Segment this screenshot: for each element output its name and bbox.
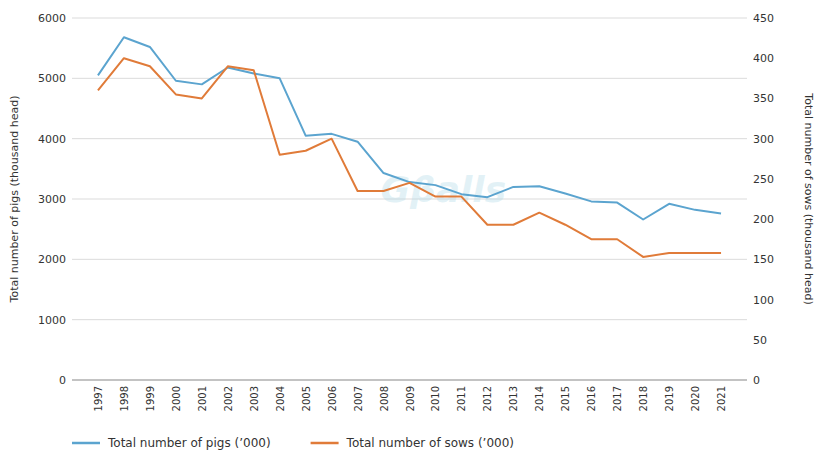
x-tick-label: 2006 — [327, 386, 338, 411]
series-line — [98, 58, 721, 257]
legend-swatch — [72, 442, 100, 445]
x-tick-label: 2020 — [690, 386, 701, 411]
grid-line — [72, 18, 747, 19]
x-tick-label: 2018 — [638, 386, 649, 411]
legend-label: Total number of sows (’000) — [346, 436, 514, 450]
y2-tick-label: 250 — [753, 173, 774, 186]
x-axis-line — [72, 380, 747, 381]
x-tick-label: 2014 — [534, 386, 545, 411]
background — [0, 0, 819, 461]
y2-tick-label: 400 — [753, 52, 774, 65]
legend: Total number of pigs (’000) Total number … — [72, 436, 514, 450]
x-tick-label: 2007 — [353, 386, 364, 411]
grid-line — [72, 380, 747, 381]
x-tick-label: 1999 — [145, 386, 156, 411]
y2-tick-label: 350 — [753, 92, 774, 105]
y-tick-label: 3000 — [38, 193, 66, 206]
watermark: Gβalls — [380, 169, 506, 210]
y2-tick-label: 50 — [753, 334, 767, 347]
y-tick-label: 4000 — [38, 133, 66, 146]
y2-tick-label: 300 — [753, 133, 774, 146]
plot-area — [98, 37, 721, 257]
y-tick-label: 6000 — [38, 12, 66, 25]
x-tick-label: 2011 — [456, 386, 467, 411]
x-tick-label: 2015 — [560, 386, 571, 411]
x-tick-label: 2002 — [223, 386, 234, 411]
x-tick-label: 2019 — [664, 386, 675, 411]
y2-axis-label: Total number of sows (thousand head) — [802, 92, 815, 304]
x-tick-label: 2021 — [716, 386, 727, 411]
y2-tick-label: 200 — [753, 213, 774, 226]
x-tick-label: 2001 — [197, 386, 208, 411]
grid-line — [72, 319, 747, 320]
y2-tick-label: 450 — [753, 12, 774, 25]
y-tick-label: 5000 — [38, 72, 66, 85]
y-tick-label: 0 — [59, 374, 66, 387]
x-tick-label: 2008 — [379, 386, 390, 411]
grid-line — [72, 138, 747, 139]
y2-tick-label: 150 — [753, 253, 774, 266]
x-tick-label: 2004 — [275, 386, 286, 411]
x-tick-label: 2000 — [171, 386, 182, 411]
legend-label: Total number of pigs (’000) — [107, 436, 271, 450]
y-axis-label: Total number of pigs (thousand head) — [8, 96, 21, 304]
chart: 0 1000 2000 3000 4000 5000 6000 0 50 100 150 200 250… — [0, 0, 819, 461]
x-tick-label: 2016 — [586, 386, 597, 411]
x-tick-label: 2003 — [249, 386, 260, 411]
x-tick-label: 2013 — [508, 386, 519, 411]
y-tick-label: 2000 — [38, 253, 66, 266]
x-tick-label: 1998 — [119, 386, 130, 411]
y-tick-label: 1000 — [38, 314, 66, 327]
y2-tick-label: 0 — [753, 374, 760, 387]
series-line — [98, 37, 721, 219]
x-tick-label: 2005 — [301, 386, 312, 411]
grid-line — [72, 259, 747, 260]
legend-swatch — [311, 442, 339, 445]
y2-tick-label: 100 — [753, 294, 774, 307]
x-tick-label: 2017 — [612, 386, 623, 411]
x-tick-label: 1997 — [93, 386, 104, 411]
x-tick-label: 2009 — [405, 386, 416, 411]
x-tick-label: 2010 — [430, 386, 441, 411]
x-tick-label: 2012 — [482, 386, 493, 411]
